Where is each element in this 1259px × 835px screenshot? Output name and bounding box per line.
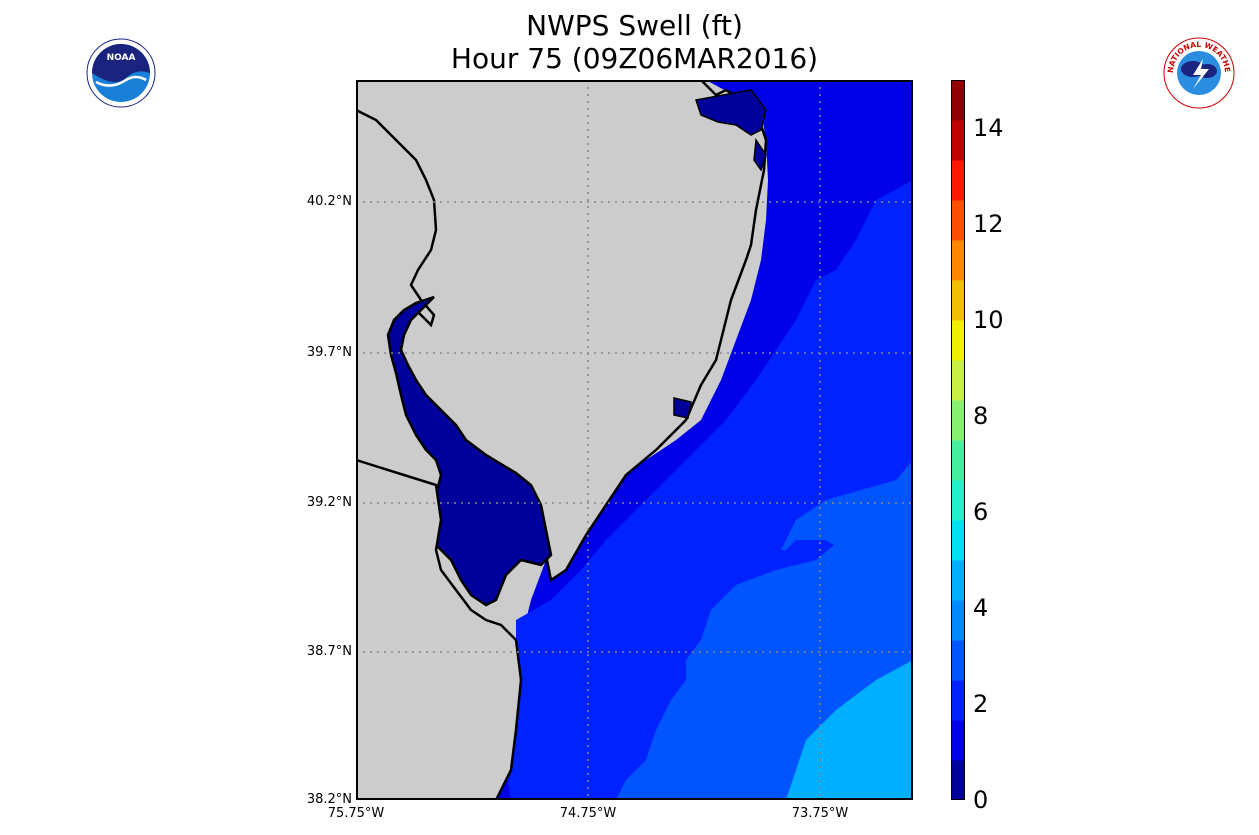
delaware-bay-water	[386, 295, 553, 607]
lat-label-38-7: 38.7°N	[306, 644, 352, 659]
map-gridlines	[356, 80, 913, 800]
lat-label-38-2: 38.2°N	[306, 792, 352, 807]
colorbar-segment	[951, 320, 965, 361]
colorbar-segment	[951, 680, 965, 721]
back-bay-water	[695, 89, 767, 136]
lon-label-75-75: 75.75°W	[327, 806, 385, 821]
colorbar-tick-label: 12	[973, 210, 1004, 238]
swell-band-4-5ft	[786, 660, 913, 800]
noaa-logo-text: NOAA	[107, 53, 136, 63]
colorbar-segment	[951, 760, 965, 800]
colorbar-segment	[951, 520, 965, 561]
colorbar-segment	[951, 640, 965, 681]
colorbar-tick-label: 8	[973, 402, 989, 430]
colorbar-segment	[951, 80, 965, 121]
chart-title-line2: Hour 75 (09Z06MAR2016)	[450, 42, 819, 75]
atlantic-city-bay	[673, 397, 692, 419]
lat-label-39-2: 39.2°N	[306, 495, 352, 510]
colorbar-segment	[951, 480, 965, 521]
colorbar-segment	[951, 280, 965, 321]
lon-label-73-75: 73.75°W	[791, 806, 849, 821]
colorbar-tick-label: 14	[973, 114, 1004, 142]
colorbar-segment	[951, 560, 965, 601]
colorbar-segment	[951, 600, 965, 641]
colorbar-segment	[951, 720, 965, 761]
chart-title-line1: NWPS Swell (ft)	[526, 9, 743, 42]
colorbar-segment	[951, 240, 965, 281]
colorbar-segment	[951, 120, 965, 161]
nws-logo-icon: NATIONAL WEATHER SERVICE	[1163, 37, 1235, 109]
colorbar	[951, 80, 965, 800]
barnegat-bay-water	[753, 137, 767, 172]
noaa-logo-icon: NOAA	[86, 38, 156, 108]
colorbar-tick-label: 6	[973, 498, 989, 526]
map-border	[356, 80, 913, 800]
colorbar-border	[951, 80, 965, 800]
colorbar-tick-label: 10	[973, 306, 1004, 334]
colorbar-tick-label: 2	[973, 690, 989, 718]
colorbar-segment	[951, 360, 965, 401]
colorbar-tick-label: 0	[973, 786, 989, 814]
swell-map	[356, 80, 913, 800]
lat-label-39-7: 39.7°N	[306, 345, 352, 360]
lat-label-40-2: 40.2°N	[306, 194, 352, 209]
colorbar-segment	[951, 160, 965, 201]
lon-label-74-75: 74.75°W	[559, 806, 617, 821]
colorbar-segment	[951, 200, 965, 241]
colorbar-tick-label: 4	[973, 594, 989, 622]
colorbar-segment	[951, 440, 965, 481]
colorbar-segment	[951, 400, 965, 441]
delaware-coast-land	[356, 458, 523, 800]
